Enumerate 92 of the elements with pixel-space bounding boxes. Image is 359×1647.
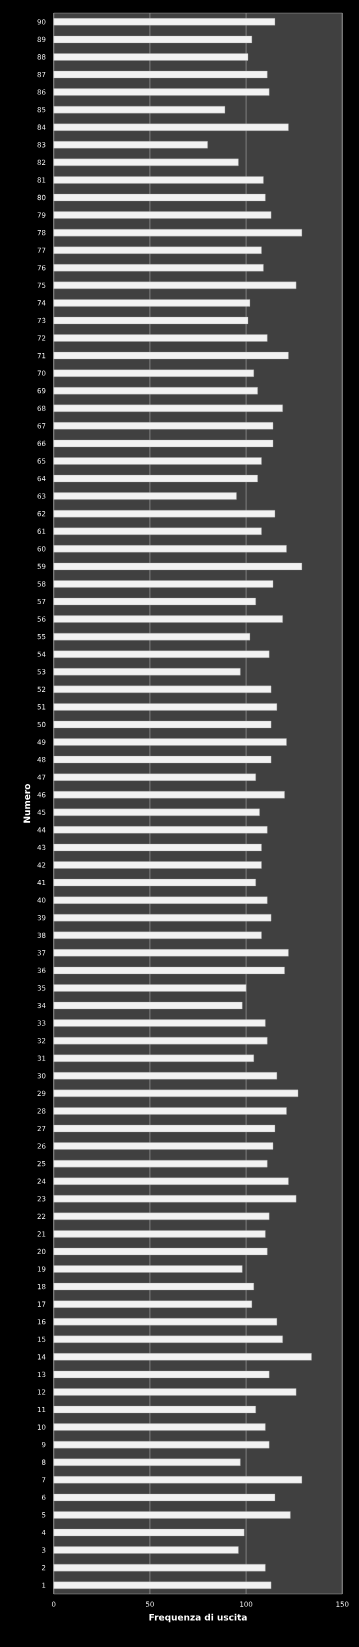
bar [53, 1072, 278, 1080]
bar [53, 791, 285, 799]
bar [53, 1142, 274, 1150]
bar [53, 123, 289, 131]
bar [53, 914, 272, 922]
bar [53, 1318, 278, 1326]
bar [53, 158, 239, 167]
bar [53, 703, 278, 711]
bar [53, 141, 208, 149]
bar [53, 1212, 270, 1220]
bar [53, 949, 289, 957]
bar [53, 1019, 266, 1027]
bar [53, 316, 249, 325]
bar [53, 334, 268, 342]
y-axis-title: Numero [23, 783, 31, 823]
bar [53, 966, 285, 975]
bar [53, 474, 258, 483]
bar [53, 53, 249, 61]
bar [53, 597, 256, 606]
bar [53, 738, 287, 746]
bar [53, 826, 268, 834]
bar [53, 176, 264, 184]
bar [53, 1563, 266, 1572]
bar [53, 1405, 256, 1414]
bar [53, 211, 272, 219]
bar [53, 1282, 254, 1291]
bar [53, 633, 251, 641]
bar [53, 1089, 299, 1098]
bar [53, 439, 274, 448]
bar [53, 896, 268, 904]
bar [53, 1159, 268, 1168]
bar [53, 545, 287, 553]
bar [53, 650, 270, 658]
bar [53, 1247, 268, 1256]
bar [53, 1230, 266, 1238]
bar [53, 1511, 291, 1519]
bar [53, 1195, 297, 1203]
bar [53, 1476, 303, 1484]
bar [53, 1353, 312, 1361]
bar [53, 510, 276, 518]
bar [53, 931, 262, 939]
bar [53, 1124, 276, 1133]
bar [53, 1441, 270, 1449]
bar [53, 299, 251, 307]
bar [53, 1528, 245, 1537]
bar [53, 1054, 254, 1062]
bar [53, 281, 297, 289]
bar [53, 228, 303, 237]
bar [53, 492, 237, 500]
bar [53, 1581, 272, 1589]
bar [53, 1177, 289, 1185]
bar [53, 1107, 287, 1115]
bar [53, 88, 270, 96]
bar [53, 562, 303, 571]
bar [53, 106, 226, 114]
bar [53, 685, 272, 693]
bar [53, 1370, 270, 1379]
bar [53, 18, 276, 26]
bar [53, 668, 241, 676]
bar [53, 264, 264, 272]
bar [53, 1037, 268, 1045]
bar [53, 773, 256, 781]
bar [53, 246, 262, 254]
bar [53, 1001, 243, 1010]
bar [53, 843, 262, 852]
bar [53, 369, 254, 377]
bar [53, 808, 260, 816]
bar [53, 1265, 243, 1273]
bar [53, 1300, 253, 1308]
bar [53, 70, 268, 79]
bar [53, 580, 274, 588]
bar [53, 1458, 241, 1466]
bar [53, 1493, 276, 1502]
bar [53, 720, 272, 729]
bar [53, 35, 253, 44]
bar [53, 422, 274, 430]
bar [53, 1546, 239, 1554]
bar [53, 861, 262, 869]
bar [53, 755, 272, 764]
bar [53, 527, 262, 535]
bar [53, 878, 256, 887]
x-axis-title: Frequenza di uscita [149, 1613, 247, 1623]
bar [53, 984, 247, 992]
bar [53, 1335, 283, 1343]
bar [53, 457, 262, 465]
bar [53, 351, 289, 360]
bar [53, 615, 283, 623]
bar [53, 404, 283, 412]
bar [53, 193, 266, 202]
bar [53, 1388, 297, 1396]
bar [53, 387, 258, 395]
bar [53, 1423, 266, 1431]
